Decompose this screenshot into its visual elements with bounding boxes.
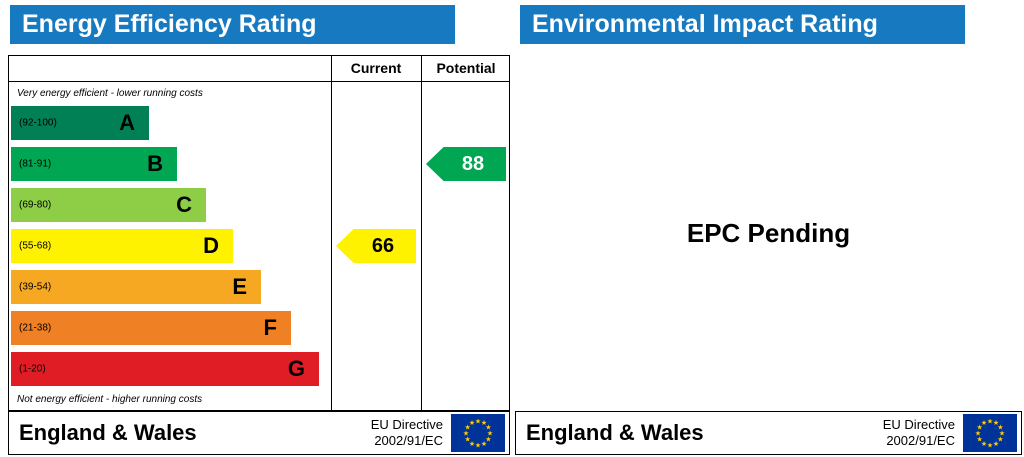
- potential-column-header: Potential: [436, 60, 496, 76]
- svg-text:★: ★: [993, 440, 999, 448]
- band-letter: B: [147, 151, 163, 176]
- svg-text:★: ★: [487, 430, 493, 438]
- band-letter: C: [176, 192, 192, 217]
- svg-text:★: ★: [464, 424, 470, 432]
- top-note: Very energy efficient - lower running co…: [17, 88, 203, 99]
- svg-text:★: ★: [976, 424, 982, 432]
- environmental-impact-panel: EPC Pending: [515, 55, 1022, 411]
- current-rating-value: 66: [371, 234, 395, 257]
- column-divider-current: [331, 56, 332, 410]
- band-letter: D: [203, 233, 219, 258]
- svg-text:★: ★: [469, 419, 475, 427]
- eu-flag: ★ ★ ★★ ★★ ★★ ★★ ★★: [451, 414, 505, 452]
- band-A: (92-100) A: [11, 106, 149, 140]
- svg-text:★: ★: [464, 436, 470, 444]
- svg-text:★: ★: [485, 436, 491, 444]
- band-range: (1-20): [19, 363, 46, 375]
- svg-text:★: ★: [987, 418, 993, 426]
- svg-text:★: ★: [976, 436, 982, 444]
- eu-directive-label: EU Directive 2002/91/EC: [883, 417, 955, 448]
- potential-rating-value: 88: [461, 152, 485, 175]
- svg-text:★: ★: [485, 424, 491, 432]
- band-letter: E: [232, 274, 247, 299]
- svg-text:★: ★: [981, 419, 987, 427]
- svg-text:★: ★: [469, 440, 475, 448]
- band-letter: F: [263, 315, 277, 340]
- column-divider-potential: [421, 56, 422, 410]
- energy-efficiency-header: Energy Efficiency Rating: [10, 5, 455, 44]
- band-letter: G: [287, 356, 305, 381]
- svg-text:★: ★: [993, 419, 999, 427]
- band-range: (55-68): [19, 240, 52, 252]
- eu-directive-line1: EU Directive: [882, 417, 955, 433]
- eu-directive-line2: 2002/91/EC: [886, 433, 955, 448]
- bands-container: (92-100) A (81-91) B (69-80) C (55-68) D (39-54)…: [11, 106, 319, 393]
- band-range: (69-80): [19, 199, 52, 211]
- band-E: (39-54) E: [11, 270, 261, 304]
- svg-text:★: ★: [475, 418, 481, 426]
- svg-text:★: ★: [463, 430, 469, 438]
- svg-text:★: ★: [975, 430, 981, 438]
- right-footer: England & Wales EU Directive 2002/91/EC …: [515, 411, 1022, 455]
- left-footer: England & Wales EU Directive 2002/91/EC …: [8, 411, 510, 455]
- band-range: (81-91): [19, 158, 52, 170]
- band-range: (39-54): [19, 281, 52, 293]
- band-C: (69-80) C: [11, 188, 206, 222]
- band-letter: A: [119, 110, 135, 135]
- svg-text:★: ★: [987, 442, 993, 450]
- bottom-note: Not energy efficient - higher running co…: [17, 394, 203, 405]
- potential-arrow: 88: [426, 147, 506, 181]
- current-column-header: Current: [350, 60, 402, 76]
- eu-flag: ★ ★ ★★ ★★ ★★ ★★ ★★: [963, 414, 1017, 452]
- svg-text:★: ★: [481, 419, 487, 427]
- eu-directive-label: EU Directive 2002/91/EC: [371, 417, 443, 448]
- epc-pending-status: EPC Pending: [686, 217, 851, 248]
- eu-directive-line1: EU Directive: [370, 417, 443, 433]
- svg-text:★: ★: [481, 440, 487, 448]
- environmental-impact-header: Environmental Impact Rating: [520, 5, 965, 44]
- svg-text:★: ★: [475, 442, 481, 450]
- band-F: (21-38) F: [11, 311, 291, 345]
- svg-text:★: ★: [997, 436, 1003, 444]
- environmental-impact-title: Environmental Impact Rating: [532, 10, 878, 38]
- svg-text:★: ★: [999, 430, 1005, 438]
- region-label: England & Wales: [526, 420, 704, 445]
- band-range: (21-38): [19, 322, 52, 334]
- current-arrow: 66: [336, 229, 416, 263]
- svg-text:★: ★: [981, 440, 987, 448]
- energy-efficiency-title: Energy Efficiency Rating: [22, 10, 317, 38]
- band-D: (55-68) D: [11, 229, 233, 263]
- chart-column-headers: Current Potential: [9, 56, 509, 82]
- region-label: England & Wales: [19, 420, 197, 445]
- band-range: (92-100): [19, 117, 57, 129]
- svg-text:★: ★: [997, 424, 1003, 432]
- band-B: (81-91) B: [11, 147, 177, 181]
- energy-efficiency-chart: Current Potential Very energy efficient …: [8, 55, 510, 411]
- eu-directive-line2: 2002/91/EC: [374, 433, 443, 448]
- band-G: (1-20) G: [11, 352, 319, 386]
